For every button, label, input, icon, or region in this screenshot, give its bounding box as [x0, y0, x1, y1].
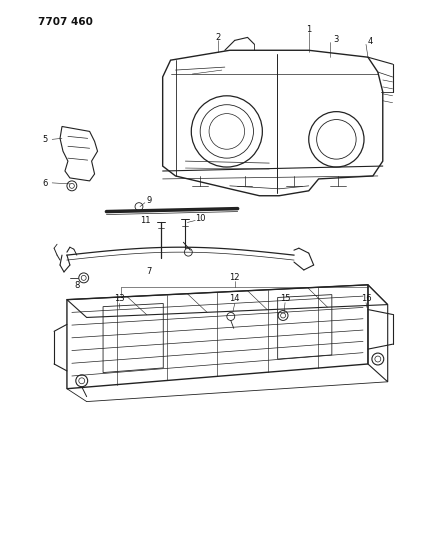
- Text: 10: 10: [195, 214, 205, 223]
- Text: 8: 8: [74, 281, 79, 290]
- Text: 14: 14: [229, 294, 239, 303]
- Text: 9: 9: [146, 196, 151, 205]
- Text: 4: 4: [366, 37, 372, 46]
- Text: 2: 2: [215, 33, 220, 42]
- Text: 5: 5: [43, 135, 48, 144]
- Text: 1: 1: [305, 25, 311, 34]
- Text: 15: 15: [279, 294, 290, 303]
- Text: 12: 12: [229, 273, 239, 282]
- Text: 16: 16: [360, 294, 371, 303]
- Text: 7707 460: 7707 460: [38, 17, 93, 27]
- Text: 3: 3: [333, 35, 338, 44]
- Text: 6: 6: [43, 180, 48, 188]
- Text: 11: 11: [140, 216, 150, 225]
- Text: 13: 13: [114, 294, 124, 303]
- Text: 7: 7: [146, 268, 151, 277]
